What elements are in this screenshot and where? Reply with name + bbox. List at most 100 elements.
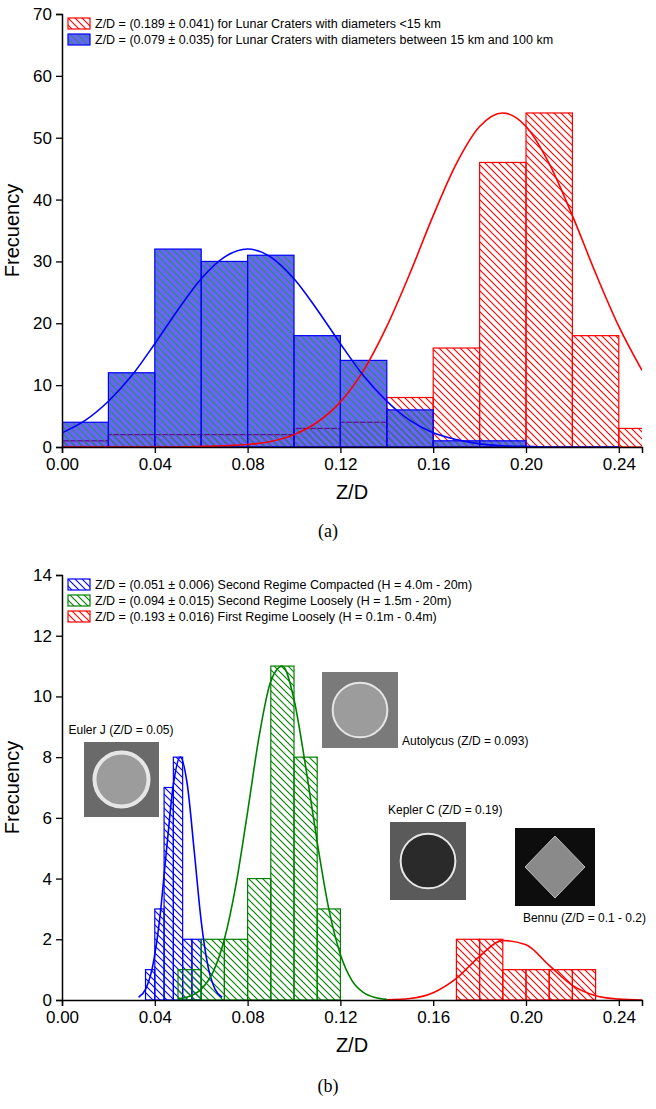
legend-entry: Z/D = (0.079 ± 0.035) for Lunar Craters …: [68, 33, 553, 47]
legend-entry: Z/D = (0.193 ± 0.016) First Regime Loose…: [68, 610, 437, 624]
legend-swatch: [68, 34, 90, 45]
x-tick-mark: [619, 1000, 620, 1006]
x-tick: 0.04: [139, 1000, 172, 1027]
image-ground: [515, 828, 595, 906]
histogram-bar: [294, 336, 340, 447]
crater-rim: [333, 683, 388, 738]
y-tick: 10: [33, 687, 62, 706]
x-tick-mark: [619, 447, 620, 453]
plot-marks: [62, 113, 642, 447]
y-tick-mark: [56, 76, 62, 77]
histogram-bar: [480, 162, 526, 447]
x-tick-label: 0.16: [417, 1008, 450, 1027]
crater-image: [84, 742, 159, 817]
x-tick-label: 0.04: [139, 1008, 172, 1027]
histogram-bar: [549, 970, 572, 1000]
x-tick-mark: [340, 1000, 341, 1006]
legend-swatch: [68, 18, 90, 29]
x-tick-label: 0.00: [46, 455, 79, 474]
y-tick-mark: [56, 323, 62, 324]
y-tick-label: 8: [43, 748, 52, 767]
x-tick: 0.20: [510, 447, 543, 474]
histogram-bar: [248, 255, 294, 447]
legend-entry: Z/D = (0.094 ± 0.015) Second Regime Loos…: [68, 594, 451, 608]
x-tick-label: 0.08: [232, 455, 265, 474]
legend-label: Z/D = (0.051 ± 0.006) Second Regime Comp…: [95, 578, 472, 592]
y-tick-label: 6: [43, 809, 52, 828]
legend: Z/D = (0.189 ± 0.041) for Lunar Craters …: [68, 17, 553, 47]
y-tick-mark: [56, 757, 62, 758]
x-tick-mark: [247, 447, 248, 453]
histogram-bar: [433, 348, 479, 447]
x-tick: 0.24: [603, 447, 636, 474]
y-axis-line: [56, 15, 63, 448]
y-tick: 0: [43, 438, 62, 457]
histogram-bar: [224, 939, 247, 1000]
y-tick-mark: [56, 261, 62, 262]
y-tick: 12: [33, 627, 62, 646]
x-tick-label: 0.20: [510, 455, 543, 474]
histogram-bar: [108, 373, 154, 447]
histogram-bar: [387, 398, 433, 447]
crater-image: [322, 672, 398, 748]
histogram-bar: [271, 666, 294, 1000]
legend-swatch: [68, 579, 90, 590]
histogram-bar: [248, 879, 271, 1000]
y-tick: 8: [43, 748, 62, 767]
panel: 0.000.040.080.120.160.200.24010203040506…: [1, 5, 656, 542]
y-tick-label: 2: [43, 930, 52, 949]
image-ground: [84, 742, 159, 817]
y-tick: 20: [33, 314, 62, 333]
x-axis: 0.000.040.080.120.160.200.24: [46, 1000, 643, 1027]
crater-rim: [401, 834, 456, 889]
x-tick-mark: [433, 447, 434, 453]
x-tick-label: 0.00: [46, 1008, 79, 1027]
y-tick-mark: [56, 878, 62, 879]
x-tick-mark: [433, 1000, 434, 1006]
histogram-series: [456, 939, 595, 1000]
y-tick: 2: [43, 930, 62, 949]
fit-curve: [62, 113, 642, 447]
x-tick-label: 0.20: [510, 1008, 543, 1027]
y-tick-label: 20: [33, 314, 52, 333]
y-tick-label: 60: [33, 67, 52, 86]
y-tick: 30: [33, 252, 62, 271]
histogram-bar: [526, 970, 549, 1000]
y-axis: 02468101214: [33, 566, 62, 1010]
x-tick: 0.12: [324, 1000, 357, 1027]
crater-rim: [95, 753, 149, 807]
histogram-bar: [155, 249, 201, 447]
legend-swatch: [68, 611, 90, 622]
histogram-bar: [294, 757, 317, 1000]
y-tick-label: 40: [33, 191, 52, 210]
y-tick: 4: [43, 870, 62, 889]
annotation-label: Autolycus (Z/D = 0.093): [402, 734, 528, 748]
histogram-bar: [62, 422, 108, 447]
x-tick: 0.20: [510, 1000, 543, 1027]
histogram-bar: [201, 261, 247, 447]
x-axis-line: [63, 1001, 643, 1007]
histogram-bar: [340, 360, 386, 447]
y-tick-label: 10: [33, 687, 52, 706]
y-axis-line: [56, 576, 63, 1001]
panel-caption: (b): [318, 1076, 339, 1097]
histogram-bar: [456, 939, 479, 1000]
y-axis-title: Frecuency: [1, 184, 23, 277]
annotations: Euler J (Z/D = 0.05)Autolycus (Z/D = 0.0…: [68, 672, 646, 925]
y-tick: 0: [43, 991, 62, 1010]
y-tick-label: 0: [43, 991, 52, 1010]
y-tick-label: 12: [33, 627, 52, 646]
x-tick-mark: [340, 447, 341, 453]
x-tick-label: 0.16: [417, 455, 450, 474]
x-tick: 0.08: [232, 447, 265, 474]
x-tick-mark: [526, 447, 527, 453]
legend: Z/D = (0.051 ± 0.006) Second Regime Comp…: [68, 578, 472, 624]
legend-label: Z/D = (0.189 ± 0.041) for Lunar Craters …: [95, 17, 441, 31]
plot-marks: [139, 666, 642, 1000]
legend-label: Z/D = (0.193 ± 0.016) First Regime Loose…: [95, 610, 437, 624]
y-tick-mark: [56, 575, 62, 576]
x-tick: 0.04: [139, 447, 172, 474]
y-tick-mark: [56, 1000, 62, 1001]
histogram-series: [62, 113, 642, 447]
x-tick-label: 0.04: [139, 455, 172, 474]
